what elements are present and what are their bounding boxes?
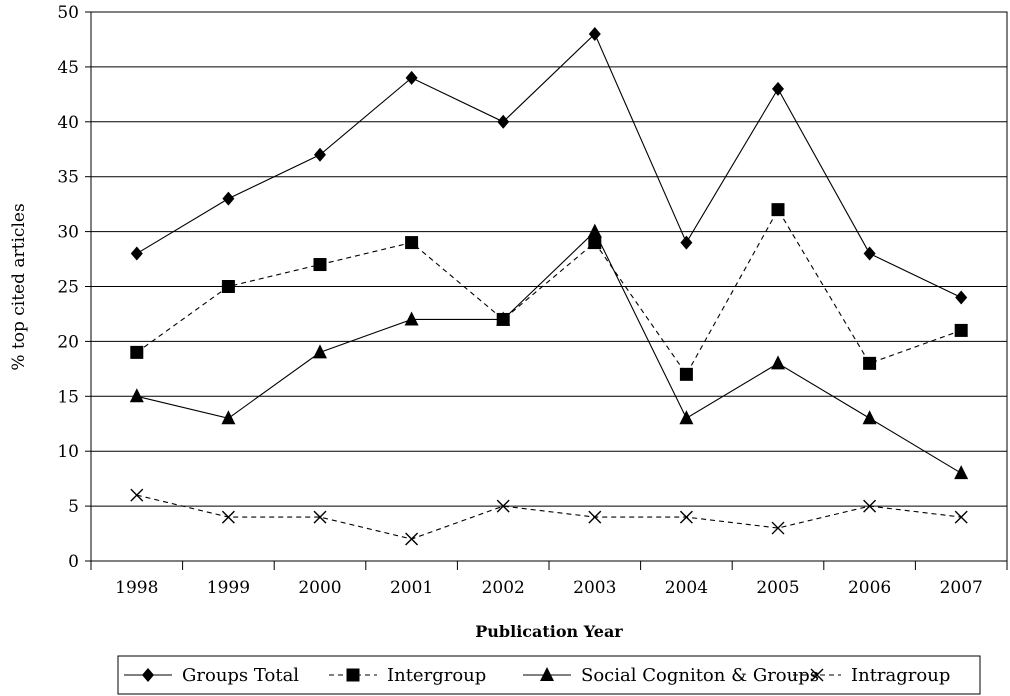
x-tick-label: 2007 [940, 578, 983, 598]
series-line [136, 230, 962, 474]
data-point [588, 236, 602, 250]
data-point [496, 499, 510, 513]
y-axis-label: % top cited articles [9, 203, 29, 370]
data-point [954, 510, 968, 524]
y-tick-label: 20 [57, 332, 79, 352]
legend-item: Intragroup [793, 665, 950, 686]
y-tick-label: 25 [57, 278, 79, 298]
data-point [954, 465, 969, 480]
data-point [405, 70, 418, 85]
data-point [313, 510, 327, 524]
x-tick-label: 1998 [115, 578, 158, 598]
legend-label: Social Cogniton & Groups [581, 665, 819, 686]
data-point [863, 246, 876, 261]
legend-label: Intragroup [851, 665, 950, 686]
y-tick-label: 0 [68, 552, 79, 572]
data-point [771, 203, 785, 217]
data-point [679, 410, 694, 425]
data-point [587, 223, 602, 238]
series-0 [130, 26, 968, 305]
x-tick-label: 2002 [482, 578, 525, 598]
data-point [405, 236, 419, 250]
legend-item: Social Cogniton & Groups [523, 665, 819, 686]
x-tick-label: 1999 [207, 578, 250, 598]
y-tick-label: 40 [57, 113, 79, 133]
data-point [222, 191, 235, 206]
data-point [496, 311, 511, 326]
legend-item: Intergroup [329, 665, 486, 686]
data-point [772, 81, 784, 96]
data-point [954, 323, 968, 337]
y-tick-label: 45 [57, 58, 79, 78]
x-tick-label: 2003 [573, 578, 616, 598]
legend-label: Groups Total [182, 665, 299, 686]
data-point [771, 521, 785, 535]
x-tick-label: 2000 [298, 578, 341, 598]
data-point [404, 311, 419, 326]
data-point [955, 290, 968, 305]
data-point [862, 410, 877, 425]
x-axis-ticks: 1998 1999 2000 2001 2002 2003 2004 2005 2006 2007 [90, 561, 1008, 598]
data-point [221, 410, 236, 425]
x-tick-label: 2004 [665, 578, 708, 598]
legend-marker [142, 668, 154, 682]
data-point [679, 510, 693, 524]
x-tick-label: 2005 [756, 578, 799, 598]
series-1 [130, 203, 968, 381]
data-point [405, 532, 419, 546]
series-layer [129, 26, 969, 546]
data-point [129, 388, 144, 403]
y-tick-label: 35 [57, 168, 79, 188]
y-tick-label: 30 [57, 223, 79, 243]
x-axis-label: Publication Year [475, 622, 623, 641]
legend-marker [810, 668, 824, 682]
x-tick-label: 2001 [390, 578, 433, 598]
series-2 [129, 223, 969, 480]
data-point [313, 258, 327, 272]
data-point [588, 26, 601, 41]
x-tick-label: 2006 [848, 578, 891, 598]
data-point [221, 280, 235, 293]
data-point [130, 488, 144, 502]
legend-item: Groups Total [124, 665, 299, 686]
data-point [221, 510, 235, 524]
legend-marker [346, 668, 360, 682]
data-point [130, 246, 143, 261]
y-tick-label: 10 [57, 442, 79, 462]
legend: Groups Total Intergroup Social Cogniton & … [117, 655, 981, 695]
data-point [771, 355, 785, 370]
legend-label: Intergroup [387, 665, 486, 686]
data-point [314, 147, 326, 162]
y-tick-label: 15 [57, 387, 79, 407]
data-point [680, 235, 693, 250]
data-point [130, 345, 144, 359]
data-point [863, 356, 877, 370]
series-line [136, 494, 962, 540]
data-point [588, 510, 602, 524]
data-point [679, 367, 693, 381]
y-tick-label: 50 [57, 3, 79, 23]
series-line [136, 208, 962, 376]
y-tick-label: 5 [68, 497, 79, 517]
series-line [136, 33, 962, 298]
legend-marker [540, 667, 554, 681]
y-axis-ticks: 0 5 10 15 20 25 30 35 40 45 50 [57, 3, 91, 572]
series-3 [130, 488, 968, 546]
data-point [497, 114, 510, 129]
data-point [313, 344, 327, 359]
data-point [863, 499, 877, 513]
